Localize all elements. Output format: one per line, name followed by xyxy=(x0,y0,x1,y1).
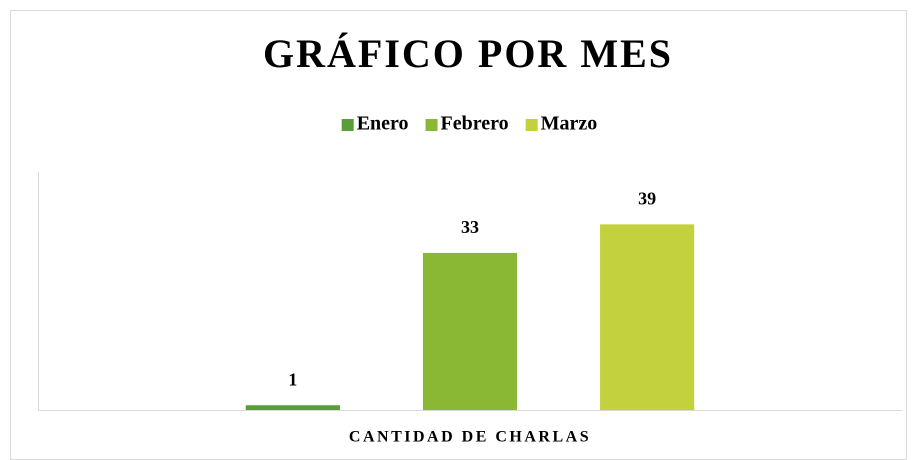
x-tick-label: CANTIDAD DE CHARLAS xyxy=(349,429,591,446)
data-label: 33 xyxy=(461,217,479,237)
legend-label: Enero xyxy=(357,113,409,135)
legend-swatch xyxy=(341,119,354,131)
chart-title: GRÁFICO POR MES xyxy=(263,31,673,76)
data-label: 1 xyxy=(288,369,297,389)
legend-swatch xyxy=(425,119,438,131)
bar xyxy=(422,252,518,410)
bar xyxy=(245,405,340,410)
legend-label: Febrero xyxy=(441,113,509,135)
bar xyxy=(600,224,695,410)
legend-label: Marzo xyxy=(541,113,598,135)
legend-swatch xyxy=(525,119,538,131)
data-label: 39 xyxy=(638,188,656,208)
